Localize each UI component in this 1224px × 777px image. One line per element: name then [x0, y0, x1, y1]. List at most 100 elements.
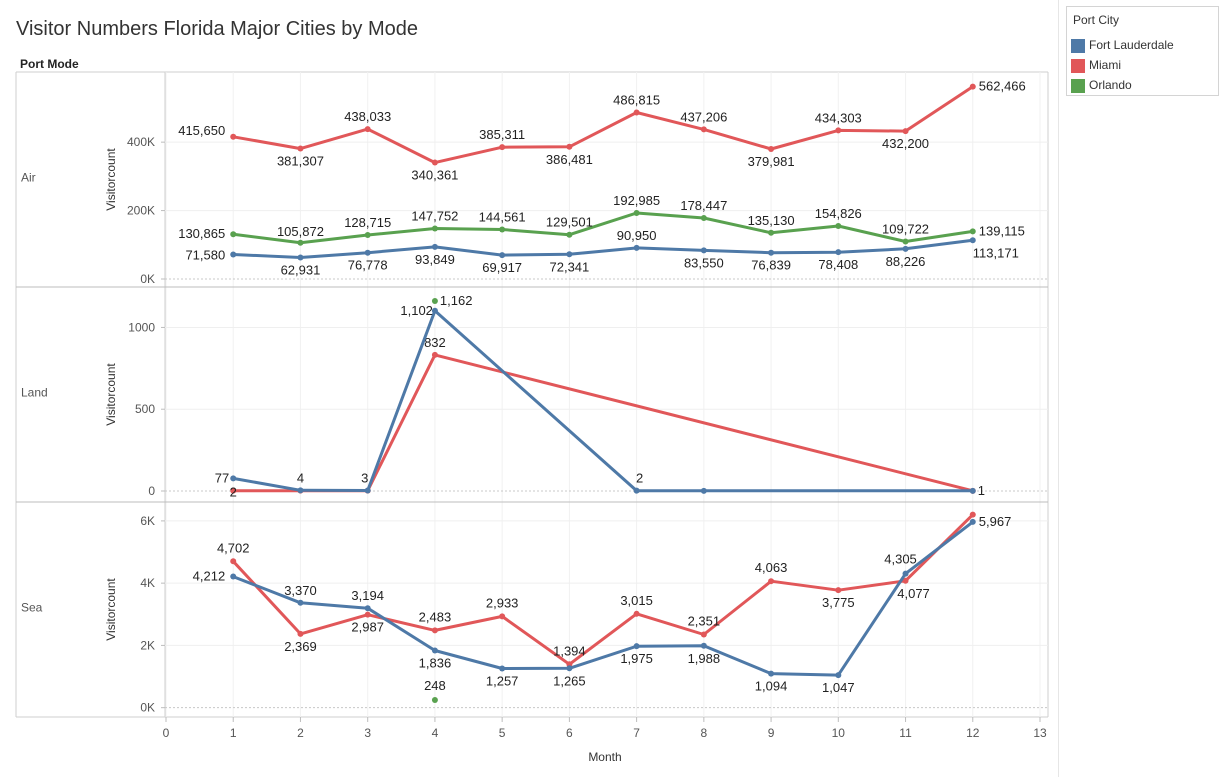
series-line-fort-lauderdale	[232, 520, 974, 677]
data-point	[364, 249, 371, 256]
x-tick-label: 12	[966, 726, 980, 740]
data-label: 3,370	[284, 583, 317, 598]
data-point	[700, 126, 707, 133]
data-label: 109,722	[882, 221, 929, 236]
legend-swatch	[1071, 39, 1085, 53]
data-label: 2,369	[284, 639, 317, 654]
x-axis-title: Month	[588, 750, 621, 764]
data-label: 76,778	[348, 258, 388, 273]
data-label: 1,988	[688, 651, 721, 666]
legend[interactable]: Port City Fort Lauderdale Miami Orlando	[1066, 6, 1219, 96]
data-label: 432,200	[882, 136, 929, 151]
divider	[1058, 0, 1059, 777]
legend-label: Orlando	[1089, 78, 1132, 92]
data-label: 434,303	[815, 110, 862, 125]
data-label: 2,483	[419, 609, 452, 624]
data-point	[431, 307, 438, 314]
data-label: 3,775	[822, 595, 855, 610]
data-label: 62,931	[281, 262, 321, 277]
y-axis-title: Visitorcount	[104, 578, 118, 641]
data-label: 192,985	[613, 193, 660, 208]
x-tick-label: 13	[1033, 726, 1047, 740]
data-label: 562,466	[979, 79, 1026, 94]
y-tick-label: 200K	[127, 204, 155, 218]
data-label: 4,063	[755, 560, 788, 575]
y-tick-label: 2K	[140, 638, 155, 652]
legend-label: Miami	[1089, 58, 1121, 72]
data-point	[969, 487, 976, 494]
data-point	[230, 573, 237, 580]
data-point	[364, 231, 371, 238]
data-point	[431, 159, 438, 166]
series-line-miami	[232, 85, 974, 165]
data-label: 154,826	[815, 206, 862, 221]
data-point	[566, 251, 573, 258]
data-point	[364, 611, 371, 618]
data-point	[230, 487, 237, 494]
data-label: 3,194	[351, 588, 384, 603]
data-label: 1,394	[553, 643, 586, 658]
data-label: 2	[230, 485, 237, 500]
data-point	[835, 223, 842, 230]
data-label: 385,311	[479, 127, 525, 142]
data-point	[431, 647, 438, 654]
data-label: 113,171	[973, 245, 1019, 260]
data-label: 93,849	[415, 252, 455, 267]
data-point	[700, 214, 707, 221]
data-point	[566, 143, 573, 150]
data-label: 88,226	[886, 254, 926, 269]
data-label: 1,975	[620, 651, 653, 666]
data-point	[431, 297, 438, 304]
data-point	[566, 231, 573, 238]
data-label: 4,702	[217, 540, 250, 555]
panel-label-land: Land	[21, 386, 48, 400]
legend-title: Port City	[1073, 13, 1120, 27]
data-point	[431, 627, 438, 634]
legend-swatch	[1071, 59, 1085, 73]
data-label: 4,212	[193, 569, 226, 584]
data-label: 1	[978, 483, 985, 498]
data-label: 129,501	[546, 215, 593, 230]
data-label: 72,341	[550, 259, 590, 274]
data-label: 105,872	[277, 224, 324, 239]
data-label: 2,351	[688, 613, 721, 628]
data-label: 90,950	[617, 228, 657, 243]
data-point	[230, 133, 237, 140]
series-line-miami	[233, 353, 974, 493]
data-label: 415,650	[178, 123, 225, 138]
data-label: 4	[297, 470, 304, 485]
data-label: 78,408	[818, 257, 858, 272]
data-label: 178,447	[680, 198, 727, 213]
data-label: 486,815	[613, 92, 660, 107]
data-point	[499, 144, 506, 151]
data-label: 144,561	[479, 210, 526, 225]
data-label: 1,094	[755, 679, 788, 694]
x-tick-label: 11	[899, 726, 912, 740]
series-line-fort-lauderdale	[233, 238, 973, 259]
x-tick-label: 0	[163, 726, 170, 740]
data-point	[633, 109, 640, 116]
data-label: 2,933	[486, 595, 519, 610]
data-point	[700, 631, 707, 638]
legend-swatch	[1071, 79, 1085, 93]
data-point	[499, 665, 506, 672]
data-label: 130,865	[178, 226, 225, 241]
y-tick-label: 500	[135, 402, 155, 416]
data-label: 77	[215, 470, 229, 485]
x-tick-label: 10	[832, 726, 846, 740]
y-axis-title: Visitorcount	[104, 148, 118, 211]
data-point	[431, 351, 438, 358]
data-point	[499, 226, 506, 233]
data-point	[431, 225, 438, 232]
data-label: 340,361	[411, 168, 458, 183]
data-point	[902, 570, 909, 577]
panel-label-air: Air	[21, 171, 36, 185]
data-label: 71,580	[185, 248, 225, 263]
data-point	[969, 511, 976, 518]
data-label: 248	[424, 678, 446, 693]
data-label: 437,206	[680, 109, 727, 124]
data-point	[835, 587, 842, 594]
data-point	[230, 475, 237, 482]
data-label: 4,305	[884, 552, 917, 567]
